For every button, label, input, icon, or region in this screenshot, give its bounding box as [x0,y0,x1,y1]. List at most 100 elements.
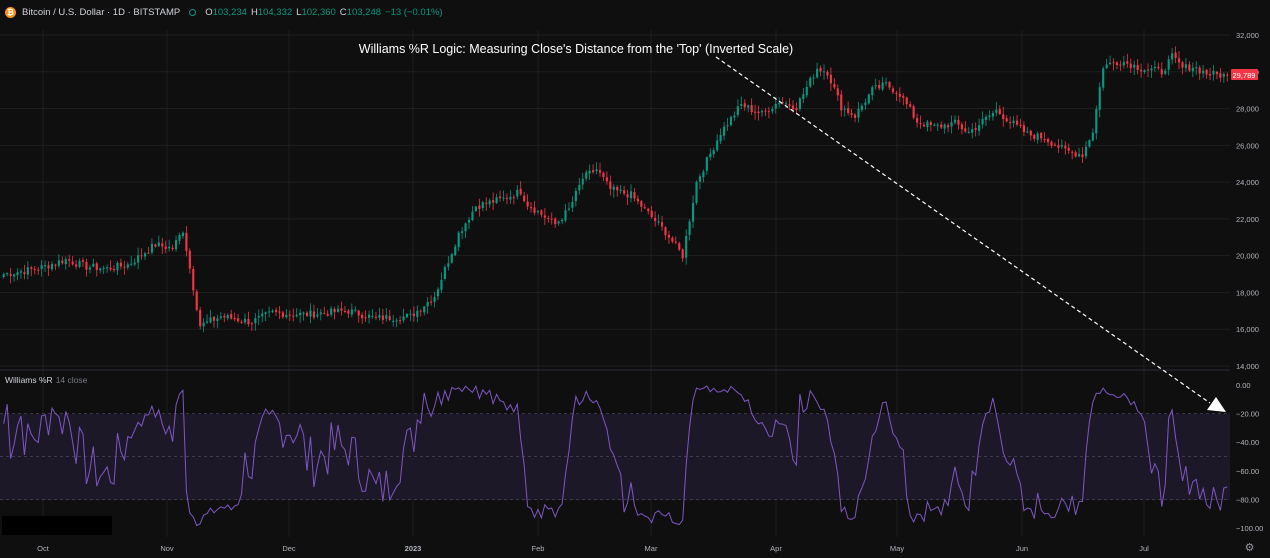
candle-body [671,237,674,242]
candle-body [884,82,888,84]
candle-body [664,227,667,236]
candle-body [254,318,257,324]
candle-body [1119,64,1122,66]
candle-body [1029,130,1032,136]
candle-body [1095,108,1098,134]
candle-body [16,272,19,276]
candle-body [574,190,577,202]
candle-body [991,112,994,117]
candle-body [705,157,708,171]
candle-body [336,308,340,312]
candle-body [1046,138,1050,143]
price-tick-label: 28,000 [1236,105,1259,114]
candle-body [140,255,143,257]
candle-body [206,321,209,323]
candle-body [643,207,646,209]
candle-body [240,321,243,323]
candle-body [764,110,767,112]
candle-body [561,219,564,222]
symbol-title[interactable]: Bitcoin / U.S. Dollar · 1D · BITSTAMP [22,6,181,18]
time-tick-label: May [890,544,904,553]
indicator-title[interactable]: Williams %R 14 close [5,375,87,385]
price-tick-label: 18,000 [1236,288,1259,297]
candle-body [847,108,850,114]
settings-gear-icon[interactable]: ⚙ [1244,541,1255,554]
candle-body [592,170,595,173]
candle-body [971,129,974,133]
last-price-label: 29,789 [1233,71,1256,80]
candle-body [1222,73,1225,77]
candle-body [1150,68,1153,71]
candle-body [1040,132,1043,139]
candle-body [150,243,153,253]
candle-body [292,315,295,317]
candle-body [474,206,477,212]
candle-body [261,313,264,317]
candle-body [754,111,757,113]
candle-body [85,261,88,270]
candle-body [1164,70,1167,74]
candle-body [629,191,633,199]
candle-body [781,102,784,104]
candle-body [685,235,688,258]
candle-body [785,103,788,105]
candle-body [1219,73,1222,78]
time-tick-label: Feb [532,544,545,553]
candle-body [367,314,371,318]
candle-body [936,124,939,126]
annotation-arrow-head [1207,397,1226,412]
candle-body [636,198,639,202]
wr-level-lines [0,413,1230,500]
candle-body [12,274,16,277]
candle-body [698,176,702,182]
candle-body [54,264,57,266]
time-tick-label: 2023 [405,544,422,553]
candle-body [843,108,846,110]
candle-body [388,316,391,321]
candle-body [571,201,574,208]
candle-body [102,267,105,269]
candle-body [68,259,71,261]
candle-body [1081,154,1084,158]
candle-body [702,171,705,178]
candle-body [430,301,433,303]
candle-body [40,265,43,270]
candle-body [871,87,874,96]
candle-body [798,98,801,110]
wr-tick-label: −80.00 [1236,495,1259,504]
candle-body [812,77,815,79]
candle-body [450,254,453,263]
candle-body [78,260,81,267]
candle-body [612,186,615,190]
candle-body [595,169,598,172]
candle-body [1188,64,1191,71]
candle-body [826,72,829,76]
candle-body [374,316,378,318]
candle-body [609,181,612,190]
candlestick-series [2,46,1229,333]
candle-body [757,111,760,114]
candle-body [1212,70,1215,75]
candle-body [526,201,529,207]
candle-body [716,140,719,151]
candle-body [816,68,819,78]
candle-body [109,267,112,270]
candle-body [523,195,526,202]
candle-body [981,118,984,125]
candle-body [181,232,185,236]
candle-body [95,263,98,271]
candle-body [381,315,384,320]
candle-body [557,221,560,224]
candle-body [909,104,912,107]
candle-body [57,260,60,266]
candle-body [585,172,588,179]
candle-body [836,88,839,96]
candle-body [188,250,191,269]
candle-body [364,317,367,319]
candle-body [192,268,195,291]
symbol-header[interactable]: ₿ Bitcoin / U.S. Dollar · 1D · BITSTAMP … [5,5,443,19]
candle-body [1091,132,1094,141]
candle-body [1208,74,1212,76]
candle-body [1191,67,1194,72]
price-tick-label: 26,000 [1236,141,1259,150]
